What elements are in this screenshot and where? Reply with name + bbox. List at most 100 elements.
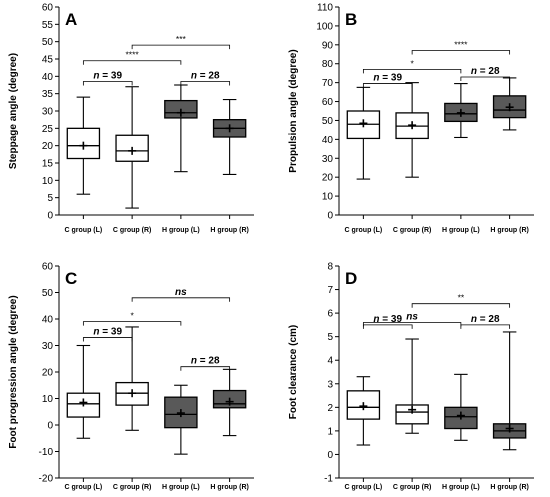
y-tick-label: 0 <box>47 421 53 432</box>
y-tick-label: 20 <box>322 173 334 184</box>
sample-size-label: n = 39 <box>93 327 122 338</box>
significance-bracket: **** <box>82 50 182 65</box>
bracket-line <box>411 50 511 55</box>
y-tick-label: 1 <box>327 426 333 437</box>
y-tick-label: 90 <box>322 40 334 51</box>
significance-label: * <box>410 58 414 68</box>
bracket-line <box>131 297 231 302</box>
significance-bracket: n = 39 <box>362 314 413 329</box>
y-tick-label: 25 <box>42 124 54 135</box>
sample-size-label: n = 28 <box>191 71 220 82</box>
box-1 <box>66 344 101 439</box>
y-tick-label: 10 <box>322 192 334 203</box>
category-label: H group (L) <box>442 227 480 234</box>
box-3 <box>444 373 478 441</box>
y-tick-label: 35 <box>42 89 54 100</box>
y-tick-label: 30 <box>42 341 54 352</box>
category-label: C group (R) <box>393 484 432 491</box>
y-tick-label: 50 <box>42 37 54 48</box>
y-tick-label: 80 <box>322 59 334 70</box>
bracket-line <box>411 303 511 308</box>
sample-size-label: n = 28 <box>471 66 500 77</box>
y-axis-label: Steppage angle (degree) <box>8 53 19 169</box>
sample-size-label: n = 39 <box>373 314 402 325</box>
significance-bracket: * <box>82 311 182 326</box>
y-tick-label: 30 <box>42 107 54 118</box>
y-tick-label: -10 <box>39 447 54 458</box>
panel-a: 0 5 10 15 20 25 30 35 40 45 50 55 60 Steppage angle (… <box>8 3 254 234</box>
interquartile-box <box>395 404 429 425</box>
box-3 <box>164 384 198 455</box>
significance-bracket: n = 28 <box>460 66 511 81</box>
bracket-line <box>460 76 511 81</box>
box-3 <box>164 84 198 173</box>
panel-letter: C <box>65 269 77 288</box>
significance-bracket: *** <box>131 34 231 50</box>
significance-bracket: n = 39 <box>82 71 133 86</box>
panel-b: 0 10 20 30 40 50 60 70 80 90 100 110 Propulsion angl… <box>288 3 534 234</box>
sample-size-label: n = 28 <box>191 356 220 367</box>
category-label: C group (L) <box>65 484 103 491</box>
box-1 <box>346 376 381 446</box>
box-4 <box>492 77 527 131</box>
category-label: C group (L) <box>345 227 383 234</box>
box-1 <box>66 96 101 195</box>
bracket-line <box>82 60 182 65</box>
y-tick-label: 100 <box>316 21 333 32</box>
y-tick-label: 4 <box>327 356 333 367</box>
y-tick-label: 50 <box>42 288 54 299</box>
significance-label: **** <box>454 39 468 49</box>
y-tick-label: 5 <box>327 332 333 343</box>
y-tick-label: 0 <box>47 211 53 222</box>
category-label: H group (R) <box>210 227 249 234</box>
y-tick-label: 30 <box>322 154 334 165</box>
significance-bracket: n = 39 <box>82 327 133 342</box>
significance-label: * <box>130 311 134 321</box>
category-label: H group (R) <box>210 484 249 491</box>
y-tick-label: 20 <box>42 368 54 379</box>
y-tick-label: 50 <box>322 116 334 127</box>
sample-size-label: n = 28 <box>471 314 500 325</box>
bracket-line <box>362 324 413 329</box>
bracket-line <box>362 83 413 88</box>
y-tick-label: -1 <box>324 474 333 485</box>
y-tick-label: 40 <box>42 315 54 326</box>
sample-size-label: n = 39 <box>373 73 402 84</box>
box-4 <box>212 99 247 175</box>
sample-size-label: n = 39 <box>93 71 122 82</box>
box-2 <box>395 338 429 434</box>
box-2 <box>395 82 429 178</box>
y-tick-label: 0 <box>327 450 333 461</box>
y-tick-label: 15 <box>42 159 54 170</box>
significance-bracket: n = 39 <box>362 73 413 88</box>
category-label: C group (R) <box>113 484 152 491</box>
significance-bracket: **** <box>411 39 511 55</box>
category-label: H group (L) <box>162 484 200 491</box>
box-4 <box>212 368 247 437</box>
bracket-line <box>362 69 462 74</box>
y-tick-label: 0 <box>327 211 333 222</box>
y-tick-label: 7 <box>327 285 333 296</box>
y-tick-label: 20 <box>42 141 54 152</box>
category-label: H group (R) <box>490 484 529 491</box>
sample-size-label: ns <box>406 312 418 323</box>
category-label: C group (L) <box>345 484 383 491</box>
box-1 <box>346 86 381 180</box>
bracket-line <box>131 44 231 50</box>
panel-letter: D <box>345 269 357 288</box>
y-tick-label: 40 <box>42 72 54 83</box>
panel-letter: A <box>65 10 77 29</box>
y-tick-label: 10 <box>42 394 54 405</box>
significance-label: **** <box>126 50 140 60</box>
bracket-line <box>82 321 182 326</box>
y-tick-label: 60 <box>42 262 54 273</box>
bracket-line <box>180 81 231 86</box>
significance-bracket: n = 28 <box>180 71 231 86</box>
category-label: H group (L) <box>162 227 200 234</box>
significance-bracket: n = 28 <box>460 314 511 329</box>
y-tick-label: 60 <box>42 3 54 14</box>
bracket-line <box>460 324 511 329</box>
y-tick-label: 10 <box>42 176 54 187</box>
category-label: C group (L) <box>65 227 103 234</box>
